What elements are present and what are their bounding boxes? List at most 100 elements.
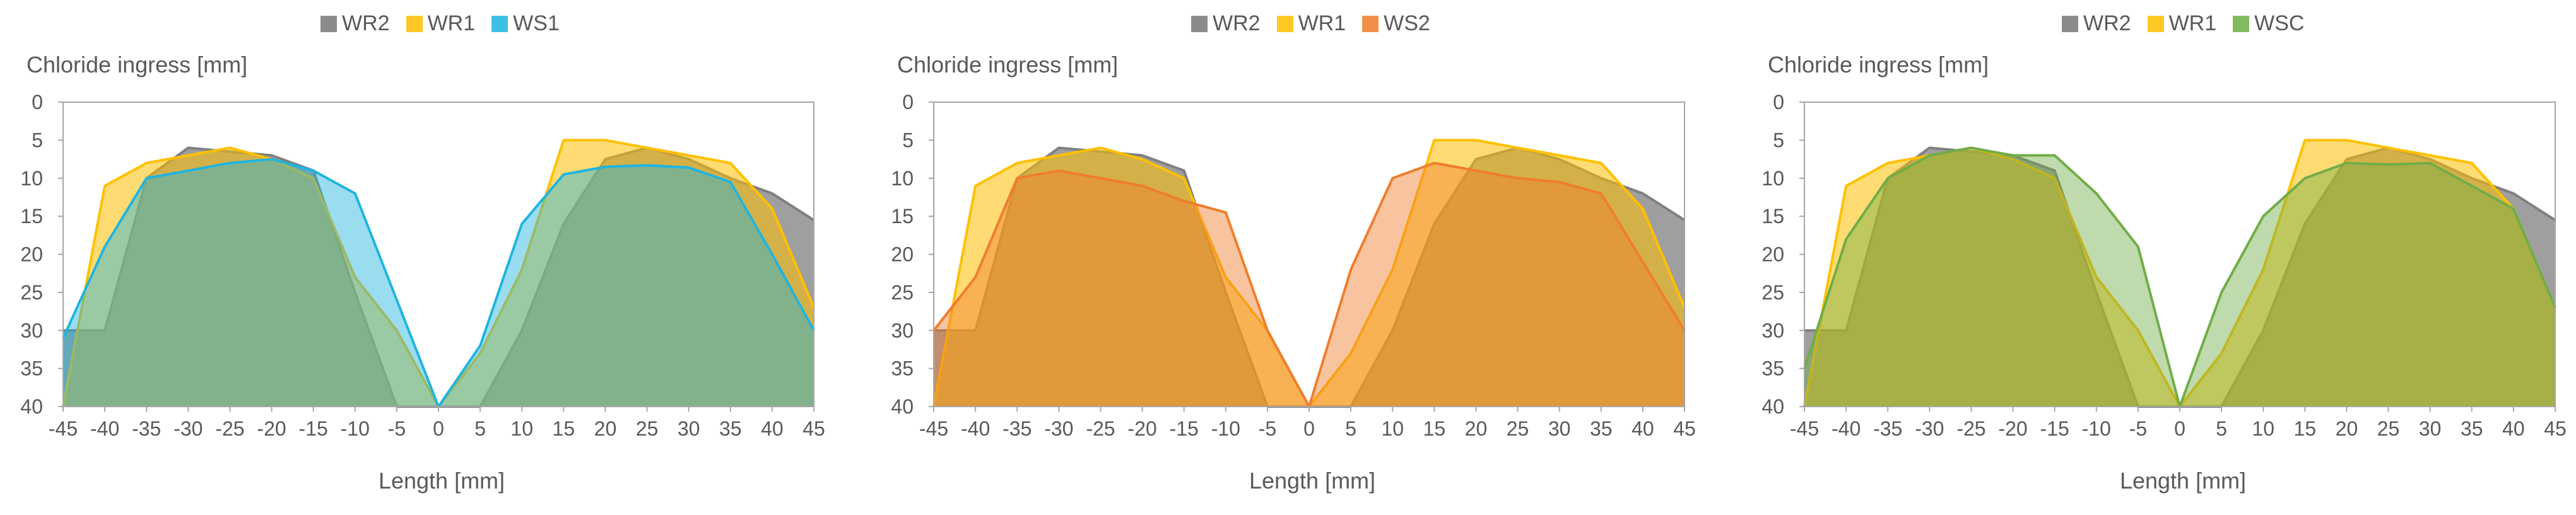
x-tick-label: -10	[1211, 417, 1240, 440]
x-tick-label: -15	[299, 417, 328, 440]
x-tick-label: 25	[1507, 417, 1529, 440]
series-wsc	[1803, 146, 2556, 408]
y-tick-label: 5	[32, 129, 43, 151]
legend-swatch	[1276, 15, 1293, 32]
x-tick-label: 45	[1673, 417, 1696, 440]
x-tick-label: 20	[594, 417, 617, 440]
x-tick-label: -5	[388, 417, 406, 440]
y-axis-title: Chloride ingress [mm]	[1768, 52, 1989, 78]
x-tick-label: 35	[719, 417, 742, 440]
legend-item: WSC	[2233, 11, 2304, 36]
series-ws1	[62, 158, 815, 408]
x-tick-label: 40	[2502, 417, 2525, 440]
x-tick-label: -40	[90, 417, 119, 440]
x-tick-label: 10	[2252, 417, 2274, 440]
legend-swatch	[2147, 15, 2164, 32]
x-tick-label: 15	[553, 417, 575, 440]
x-tick-label: -45	[919, 417, 948, 440]
y-tick-label: 15	[20, 205, 43, 228]
legend-label: WS1	[513, 11, 560, 35]
legend-item: WS1	[491, 11, 560, 36]
legend-label: WSC	[2254, 11, 2305, 35]
x-tick-label: 45	[803, 417, 825, 440]
chart-panel-1: WR2 WR1 WS1 Chloride ingress [mm] 0 5 10 15…	[0, 0, 859, 515]
legend-item: WS2	[1362, 11, 1430, 36]
legend-swatch	[321, 15, 337, 32]
x-tick-label: -5	[2129, 417, 2147, 440]
chart-panel-2: WR2 WR1 WS2 Chloride ingress [mm] 0 5 10 15…	[871, 0, 1729, 515]
y-tick-label: 10	[20, 167, 43, 190]
series-area	[63, 159, 814, 407]
legend-label: WS2	[1384, 11, 1430, 35]
legend-swatch	[406, 15, 423, 32]
x-tick-label: 35	[1590, 417, 1613, 440]
x-tick-label: -40	[1832, 417, 1861, 440]
x-tick-label: 25	[636, 417, 659, 440]
x-tick-label: -35	[1873, 417, 1902, 440]
x-tick-label: 30	[1548, 417, 1571, 440]
y-tick-label: 40	[891, 395, 914, 418]
chart-panel-3: WR2 WR1 WSC Chloride ingress [mm] 0 5 10 15…	[1741, 0, 2576, 515]
legend-label: WR2	[1213, 11, 1261, 35]
legend-item: WR2	[321, 11, 390, 36]
x-tick-label: 5	[2216, 417, 2227, 440]
y-tick-label: 35	[1761, 357, 1784, 380]
legend-label: WR1	[2168, 11, 2217, 35]
y-tick-label: 10	[891, 167, 914, 190]
y-tick-label: 15	[1761, 205, 1784, 228]
legend-swatch	[491, 15, 509, 32]
y-tick-label: 0	[1773, 91, 1784, 113]
y-tick-label: 15	[891, 205, 914, 228]
x-tick-label: -30	[1044, 417, 1073, 440]
x-tick-label: -45	[1790, 417, 1819, 440]
x-tick-label: -30	[173, 417, 203, 440]
x-tick-label: -35	[1003, 417, 1032, 440]
legend-label: WR2	[2083, 11, 2131, 35]
series-area	[63, 140, 814, 407]
x-axis-title: Length [mm]	[2119, 468, 2247, 494]
x-tick-label: 25	[2377, 417, 2400, 440]
x-tick-label: 30	[678, 417, 700, 440]
series-area	[1804, 140, 2555, 407]
x-tick-label: 45	[2544, 417, 2567, 440]
legend-swatch	[1191, 15, 1208, 32]
x-tick-label: -25	[215, 417, 244, 440]
x-axis-title: Length [mm]	[378, 468, 505, 494]
x-tick-label: 40	[761, 417, 784, 440]
x-tick-label: -20	[1127, 417, 1156, 440]
y-tick-label: 5	[902, 129, 914, 151]
y-tick-label: 30	[1761, 319, 1784, 342]
legend-swatch	[1362, 15, 1379, 32]
legend-label: WR2	[342, 11, 390, 35]
series-area	[934, 163, 1685, 407]
y-tick-label: 35	[20, 357, 43, 380]
x-tick-label: 5	[1345, 417, 1356, 440]
y-tick-label: 40	[1761, 395, 1784, 418]
x-tick-label: -10	[2082, 417, 2111, 440]
x-tick-label: 0	[1303, 417, 1315, 440]
y-tick-label: 20	[20, 243, 43, 266]
x-tick-label: 40	[1632, 417, 1654, 440]
x-tick-label: -25	[1086, 417, 1115, 440]
y-tick-label: 20	[1761, 243, 1784, 266]
x-axis-title: Length [mm]	[1249, 468, 1376, 494]
x-tick-label: -10	[341, 417, 370, 440]
legend-item: WR2	[2062, 11, 2131, 36]
x-tick-label: 20	[1465, 417, 1488, 440]
legend-swatch	[2062, 15, 2078, 32]
y-tick-label: 30	[891, 319, 914, 342]
y-tick-label: 25	[1761, 281, 1784, 304]
x-tick-label: -40	[961, 417, 990, 440]
x-tick-label: 10	[510, 417, 533, 440]
y-tick-label: 40	[20, 395, 43, 418]
y-tick-label: 25	[891, 281, 914, 304]
x-tick-label: 5	[474, 417, 486, 440]
x-tick-label: -20	[1998, 417, 2027, 440]
legend-item: WR2	[1191, 11, 1261, 36]
x-tick-label: -45	[49, 417, 78, 440]
x-tick-label: 20	[2336, 417, 2358, 440]
x-tick-label: 15	[1423, 417, 1446, 440]
y-tick-label: 30	[20, 319, 43, 342]
